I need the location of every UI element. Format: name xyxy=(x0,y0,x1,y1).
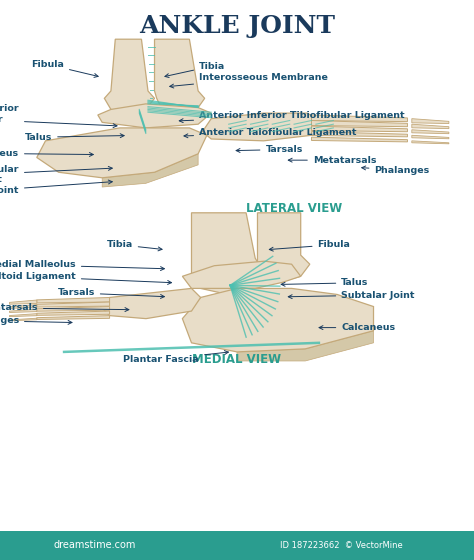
Text: Anterior Inferior Tibiofibular Ligament: Anterior Inferior Tibiofibular Ligament xyxy=(179,111,405,123)
Text: LATERAL VIEW: LATERAL VIEW xyxy=(246,202,342,215)
Polygon shape xyxy=(257,213,310,282)
Text: MEDIAL VIEW: MEDIAL VIEW xyxy=(192,353,282,366)
Text: ANKLE JOINT: ANKLE JOINT xyxy=(139,14,335,38)
Text: Calcaneus: Calcaneus xyxy=(319,323,395,332)
Polygon shape xyxy=(37,316,109,320)
Text: Talus: Talus xyxy=(25,133,124,142)
Polygon shape xyxy=(37,297,109,303)
Text: Subtalar Joint: Subtalar Joint xyxy=(0,180,112,195)
Text: Phalanges: Phalanges xyxy=(0,316,72,325)
Polygon shape xyxy=(311,132,408,137)
Polygon shape xyxy=(412,136,449,139)
Polygon shape xyxy=(182,261,301,288)
Polygon shape xyxy=(37,128,207,178)
Text: Tarsals: Tarsals xyxy=(57,288,164,298)
Polygon shape xyxy=(104,39,155,113)
FancyBboxPatch shape xyxy=(0,531,474,560)
Text: Calcaneofibular
Ligament: Calcaneofibular Ligament xyxy=(0,165,112,184)
Polygon shape xyxy=(412,141,449,144)
Text: Fibula: Fibula xyxy=(269,240,350,251)
Text: dreamstime.com: dreamstime.com xyxy=(54,540,136,550)
Text: Deltoid Ligament: Deltoid Ligament xyxy=(0,272,172,284)
Polygon shape xyxy=(9,314,37,316)
Text: Tarsals: Tarsals xyxy=(236,145,303,154)
Text: ID 187223662  © VectorMine: ID 187223662 © VectorMine xyxy=(280,541,402,550)
Polygon shape xyxy=(412,124,449,129)
Polygon shape xyxy=(202,113,320,141)
Text: Tibia: Tibia xyxy=(107,240,162,251)
Polygon shape xyxy=(9,300,37,304)
Polygon shape xyxy=(311,115,408,122)
Polygon shape xyxy=(311,137,408,142)
Polygon shape xyxy=(37,306,109,311)
Polygon shape xyxy=(237,331,374,361)
Polygon shape xyxy=(37,311,109,315)
Text: Anterior Talofibular Ligament: Anterior Talofibular Ligament xyxy=(184,128,356,138)
Text: Fibula: Fibula xyxy=(31,60,98,77)
Text: Phalanges: Phalanges xyxy=(362,166,430,175)
Text: Metatarsals: Metatarsals xyxy=(288,156,376,165)
Polygon shape xyxy=(98,104,211,128)
Polygon shape xyxy=(311,126,408,132)
Polygon shape xyxy=(182,288,374,352)
Polygon shape xyxy=(155,39,205,113)
Text: Tibia: Tibia xyxy=(165,62,225,77)
Polygon shape xyxy=(9,318,37,321)
Text: Interosseous Membrane: Interosseous Membrane xyxy=(170,73,328,88)
Polygon shape xyxy=(102,154,198,187)
Polygon shape xyxy=(9,305,37,309)
Text: Medial Malleolus: Medial Malleolus xyxy=(0,260,164,270)
Polygon shape xyxy=(412,130,449,134)
Text: Posterior Inferior
Tibiofibular
Ligament: Posterior Inferior Tibiofibular Ligament xyxy=(0,104,117,134)
Text: Metatarsals: Metatarsals xyxy=(0,304,129,312)
Polygon shape xyxy=(311,120,408,127)
Polygon shape xyxy=(100,288,201,319)
Polygon shape xyxy=(412,119,449,124)
Text: Subtalar Joint: Subtalar Joint xyxy=(288,291,415,300)
Text: Talus: Talus xyxy=(281,278,369,287)
Text: Calcaneus: Calcaneus xyxy=(0,149,93,158)
Polygon shape xyxy=(9,309,37,312)
Text: Plantar Fascia: Plantar Fascia xyxy=(123,351,228,364)
Polygon shape xyxy=(191,213,264,295)
Polygon shape xyxy=(37,302,109,307)
